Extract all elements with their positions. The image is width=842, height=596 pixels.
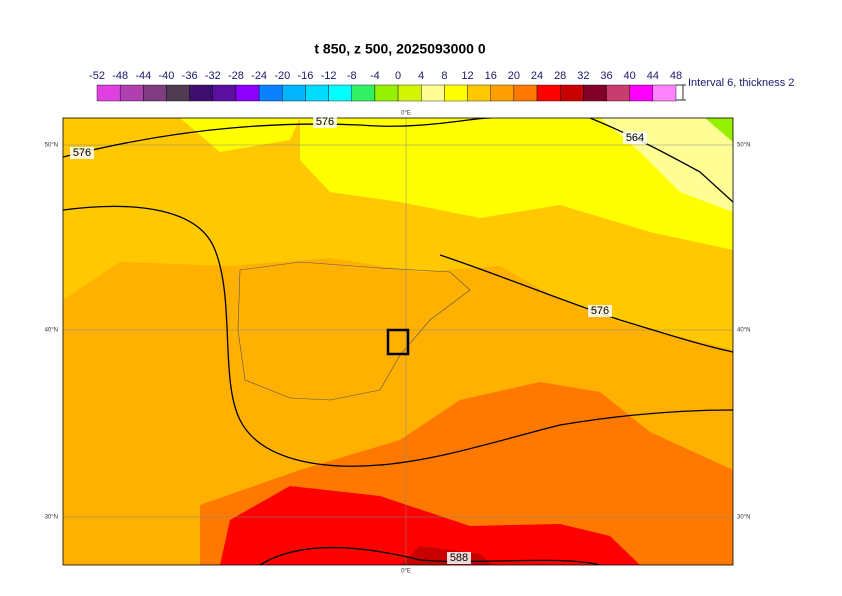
contour-label: 576 [73, 147, 91, 159]
colorbar-swatch [282, 84, 306, 102]
contour-label: 588 [450, 552, 468, 564]
colorbar-swatch [490, 84, 515, 102]
colorbar-swatch [560, 84, 584, 102]
colorbar-label: -40 [159, 70, 175, 82]
colorbar-swatch [328, 84, 352, 102]
colorbar-swatch [212, 84, 237, 102]
colorbar-swatch [374, 84, 399, 102]
colorbar-swatch [606, 84, 630, 102]
colorbar-label: 4 [418, 70, 424, 82]
colorbar-label: -44 [135, 70, 151, 82]
latitude-label: 40°N [737, 328, 750, 334]
colorbar-swatch [467, 84, 491, 102]
colorbar-label: 16 [485, 70, 497, 82]
colorbar-label: -12 [321, 70, 337, 82]
fill-region [180, 118, 300, 152]
colorbar-swatch [629, 84, 654, 102]
fill-region [705, 118, 733, 142]
contour-label: 564 [626, 132, 644, 144]
colorbar-label: 12 [461, 70, 473, 82]
colorbar-label: -20 [274, 70, 290, 82]
colorbar-label: 24 [531, 70, 543, 82]
colorbar-swatch [652, 84, 677, 102]
colorbar-swatch [258, 84, 283, 102]
contour-label: 576 [316, 116, 334, 128]
colorbar-swatch [351, 84, 376, 102]
colorbar-swatch [189, 84, 213, 102]
colorbar-label: -8 [347, 70, 357, 82]
contour-label-bg [588, 305, 612, 317]
colorbar-swatch [421, 84, 445, 102]
colorbar-label: -36 [182, 70, 198, 82]
contour-line [259, 546, 601, 565]
colorbar-label: 48 [670, 70, 682, 82]
fill-region [300, 118, 733, 250]
contour-label-bg [70, 147, 94, 159]
highlight-box [386, 328, 410, 356]
longitude-label: 0°E [401, 569, 411, 575]
latitude-label: 40°N [45, 328, 58, 334]
contour-label: 576 [591, 305, 609, 317]
colorbar-label: -32 [205, 70, 221, 82]
colorbar-label: 44 [647, 70, 659, 82]
latitude-label: 30°N [45, 515, 58, 521]
colorbar-swatch [119, 84, 144, 102]
colorbar-swatch [513, 84, 538, 102]
colorbar-label: -4 [370, 70, 380, 82]
colorbar: -52 -48 -44 -40 -36 -32 -28 -24 -20 -16 -12 -8 -4 0 4 8… [89, 70, 682, 102]
colorbar-label: -48 [112, 70, 128, 82]
colorbar-label: -28 [228, 70, 244, 82]
colorbar-swatch [536, 84, 561, 102]
colorbar-label: 40 [624, 70, 636, 82]
colorbar-swatch [166, 84, 190, 102]
colorbar-swatch [444, 84, 468, 102]
latitude-label: 30°N [737, 515, 750, 521]
colorbar-swatch [305, 84, 329, 102]
colorbar-swatch [583, 84, 607, 102]
map-title: t 850, z 500, 2025093000 0 [314, 41, 485, 57]
colorbar-label: 28 [554, 70, 566, 82]
latitude-label: 50°N [45, 143, 58, 149]
map-frame [62, 117, 734, 566]
colorbar-swatch [143, 84, 167, 102]
map-area [63, 118, 733, 565]
latitude-label: 50°N [737, 143, 750, 149]
contour-label-bg [313, 116, 337, 128]
colorbar-swatch [96, 84, 121, 102]
contour-line [439, 254, 733, 353]
contour-label-bg [447, 552, 471, 564]
colorbar-swatch [235, 84, 260, 102]
longitude-label: 0°E [401, 111, 411, 117]
colorbar-label: 32 [577, 70, 589, 82]
colorbar-label: -16 [297, 70, 313, 82]
contour-line [63, 205, 733, 467]
colorbar-note: Interval 6, thickness 2 [688, 77, 794, 89]
colorbar-swatch [397, 84, 422, 102]
colorbar-label: -24 [251, 70, 267, 82]
colorbar-label: -52 [89, 70, 105, 82]
colorbar-label: 36 [600, 70, 612, 82]
colorbar-label: 0 [395, 70, 401, 82]
colorbar-label: 20 [508, 70, 520, 82]
colorbar-label: 8 [441, 70, 447, 82]
contour-label-bg [623, 132, 647, 144]
fill-region [220, 486, 640, 565]
map-labels: 50°N 50°N 40°N 40°N 30°N 30°N 0°E 0°E 576 576 564 5… [45, 111, 751, 575]
